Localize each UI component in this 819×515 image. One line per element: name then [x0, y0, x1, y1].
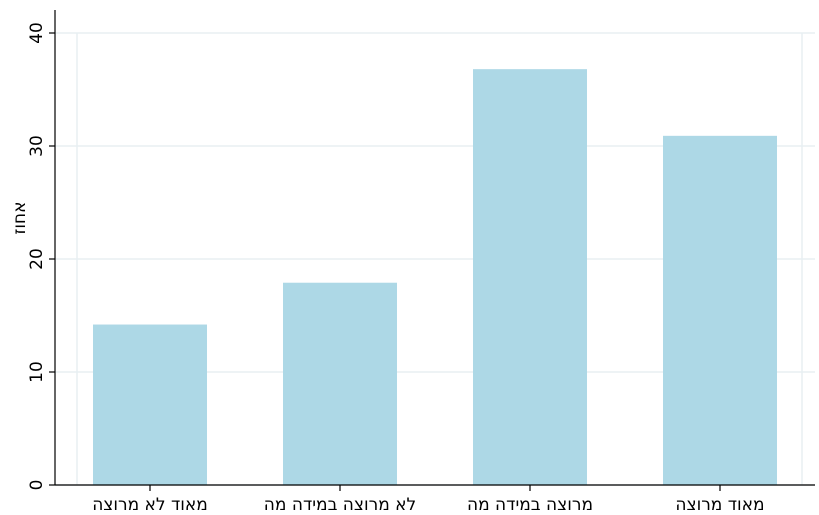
y-tick-label: 30 [27, 135, 47, 157]
bar [93, 324, 207, 485]
y-tick-label: 20 [27, 248, 47, 270]
y-tick-label: 0 [27, 480, 47, 491]
bar [473, 69, 587, 485]
bar [663, 135, 777, 485]
x-tick-label: לא מרוצה במידה מה [264, 495, 416, 515]
x-tick-label: מאוד לא מרוצה [92, 495, 208, 515]
y-tick-label: 10 [27, 361, 47, 383]
y-tick-label: 40 [27, 22, 47, 44]
x-tick-label: מאוד מרוצה [675, 495, 764, 515]
y-axis-label: אחוז [10, 202, 30, 235]
x-tick-label: מרוצה במידה מה [467, 495, 593, 515]
bar [283, 282, 397, 485]
